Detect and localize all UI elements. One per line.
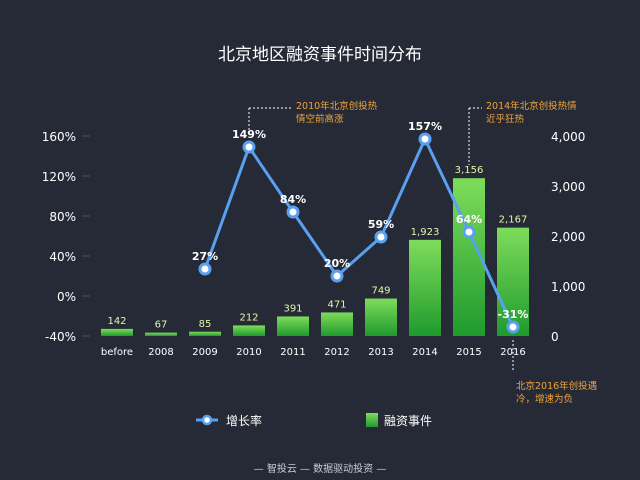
legend-bar-swatch	[366, 413, 378, 427]
right-axis-tick-label: 3,000	[551, 180, 585, 194]
growth-point	[242, 140, 256, 154]
bar-labels: 142 67 85 212 391 471 749 1,923 3,156 2,167	[107, 165, 527, 330]
chart-title: 北京地区融资事件时间分布	[218, 45, 422, 65]
bar-series	[101, 178, 529, 336]
growth-point	[506, 320, 520, 334]
legend-line-marker	[201, 414, 213, 426]
bar	[497, 227, 529, 336]
legend-label-events: 融资事件	[384, 414, 432, 428]
left-axis-tick-label: 80%	[49, 210, 76, 224]
bar	[277, 316, 309, 336]
bar-value-label: 2,167	[499, 215, 528, 226]
growth-value-label: 20%	[324, 257, 350, 270]
bar	[189, 331, 221, 336]
bar-value-label: 391	[283, 303, 302, 314]
growth-point	[198, 262, 212, 276]
growth-point	[374, 230, 388, 244]
line-labels: 27% 149% 84% 20% 59% 157% 64% -31%	[192, 120, 529, 321]
bar-value-label: 749	[371, 286, 390, 297]
footer-text: — 智投云 — 数据驱动投资 —	[254, 462, 387, 475]
growth-point	[330, 269, 344, 283]
left-axis-tick-label: 160%	[42, 130, 76, 144]
bar	[233, 325, 265, 336]
bar	[409, 239, 441, 336]
left-axis-tick-label: 0%	[57, 290, 76, 304]
left-axis: -40% 0% 40% 80% 120% 160%	[42, 130, 90, 344]
growth-point	[418, 132, 432, 146]
bar	[145, 332, 177, 336]
right-axis-tick-label: 1,000	[551, 280, 585, 294]
line-series	[198, 132, 520, 334]
x-axis-tick-label: 2015	[456, 347, 481, 358]
growth-value-label: 84%	[280, 193, 306, 206]
growth-value-label: 149%	[232, 128, 266, 141]
growth-point	[462, 225, 476, 239]
growth-value-label: 59%	[368, 218, 394, 231]
right-axis-tick-label: 0	[551, 330, 559, 344]
bar-value-label: 471	[327, 299, 346, 310]
bar	[101, 328, 133, 336]
bar	[321, 312, 353, 336]
x-axis-tick-label: 2014	[412, 347, 437, 358]
bar-value-label: 1,923	[411, 227, 440, 238]
growth-line	[203, 137, 515, 328]
left-axis-tick-label: -40%	[45, 330, 76, 344]
growth-value-label: -31%	[498, 308, 529, 321]
growth-value-label: 27%	[192, 250, 218, 263]
right-axis: 0 1,000 2,000 3,000 4,000	[551, 130, 585, 344]
annotation-text: 2010年北京创投热	[296, 100, 378, 112]
annotation-text: 北京2016年创投遇	[516, 380, 598, 392]
x-axis: before 2008 2009 2010 2011 2012 2013 2014 2015 20…	[101, 347, 526, 358]
annotation-text: 情空前高涨	[296, 113, 344, 125]
right-axis-tick-label: 4,000	[551, 130, 585, 144]
growth-point	[286, 205, 300, 219]
x-axis-tick-label: 2008	[148, 347, 173, 358]
x-axis-tick-label: 2012	[324, 347, 349, 358]
bar-value-label: 67	[155, 320, 168, 331]
annotation-text: 2014年北京创投热情	[486, 100, 577, 112]
x-axis-tick-label: 2013	[368, 347, 393, 358]
x-axis-tick-label: before	[101, 347, 133, 358]
bar-value-label: 212	[239, 312, 258, 323]
right-axis-tick-label: 2,000	[551, 230, 585, 244]
legend: 增长率 融资事件	[196, 413, 432, 428]
annotation-text: 冷，增速为负	[516, 393, 573, 405]
growth-value-label: 157%	[408, 120, 442, 133]
growth-value-label: 64%	[456, 213, 482, 226]
bar	[365, 298, 397, 336]
x-axis-tick-label: 2009	[192, 347, 217, 358]
left-axis-tick-label: 120%	[42, 170, 76, 184]
legend-label-growth: 增长率	[226, 413, 262, 428]
x-axis-tick-label: 2010	[236, 347, 261, 358]
bar-value-label: 85	[199, 319, 212, 330]
left-axis-tick-label: 40%	[49, 250, 76, 264]
bar-value-label: 142	[107, 316, 126, 327]
annotation-text: 近乎狂热	[486, 113, 525, 125]
x-axis-tick-label: 2011	[280, 347, 305, 358]
bar-value-label: 3,156	[455, 165, 484, 176]
